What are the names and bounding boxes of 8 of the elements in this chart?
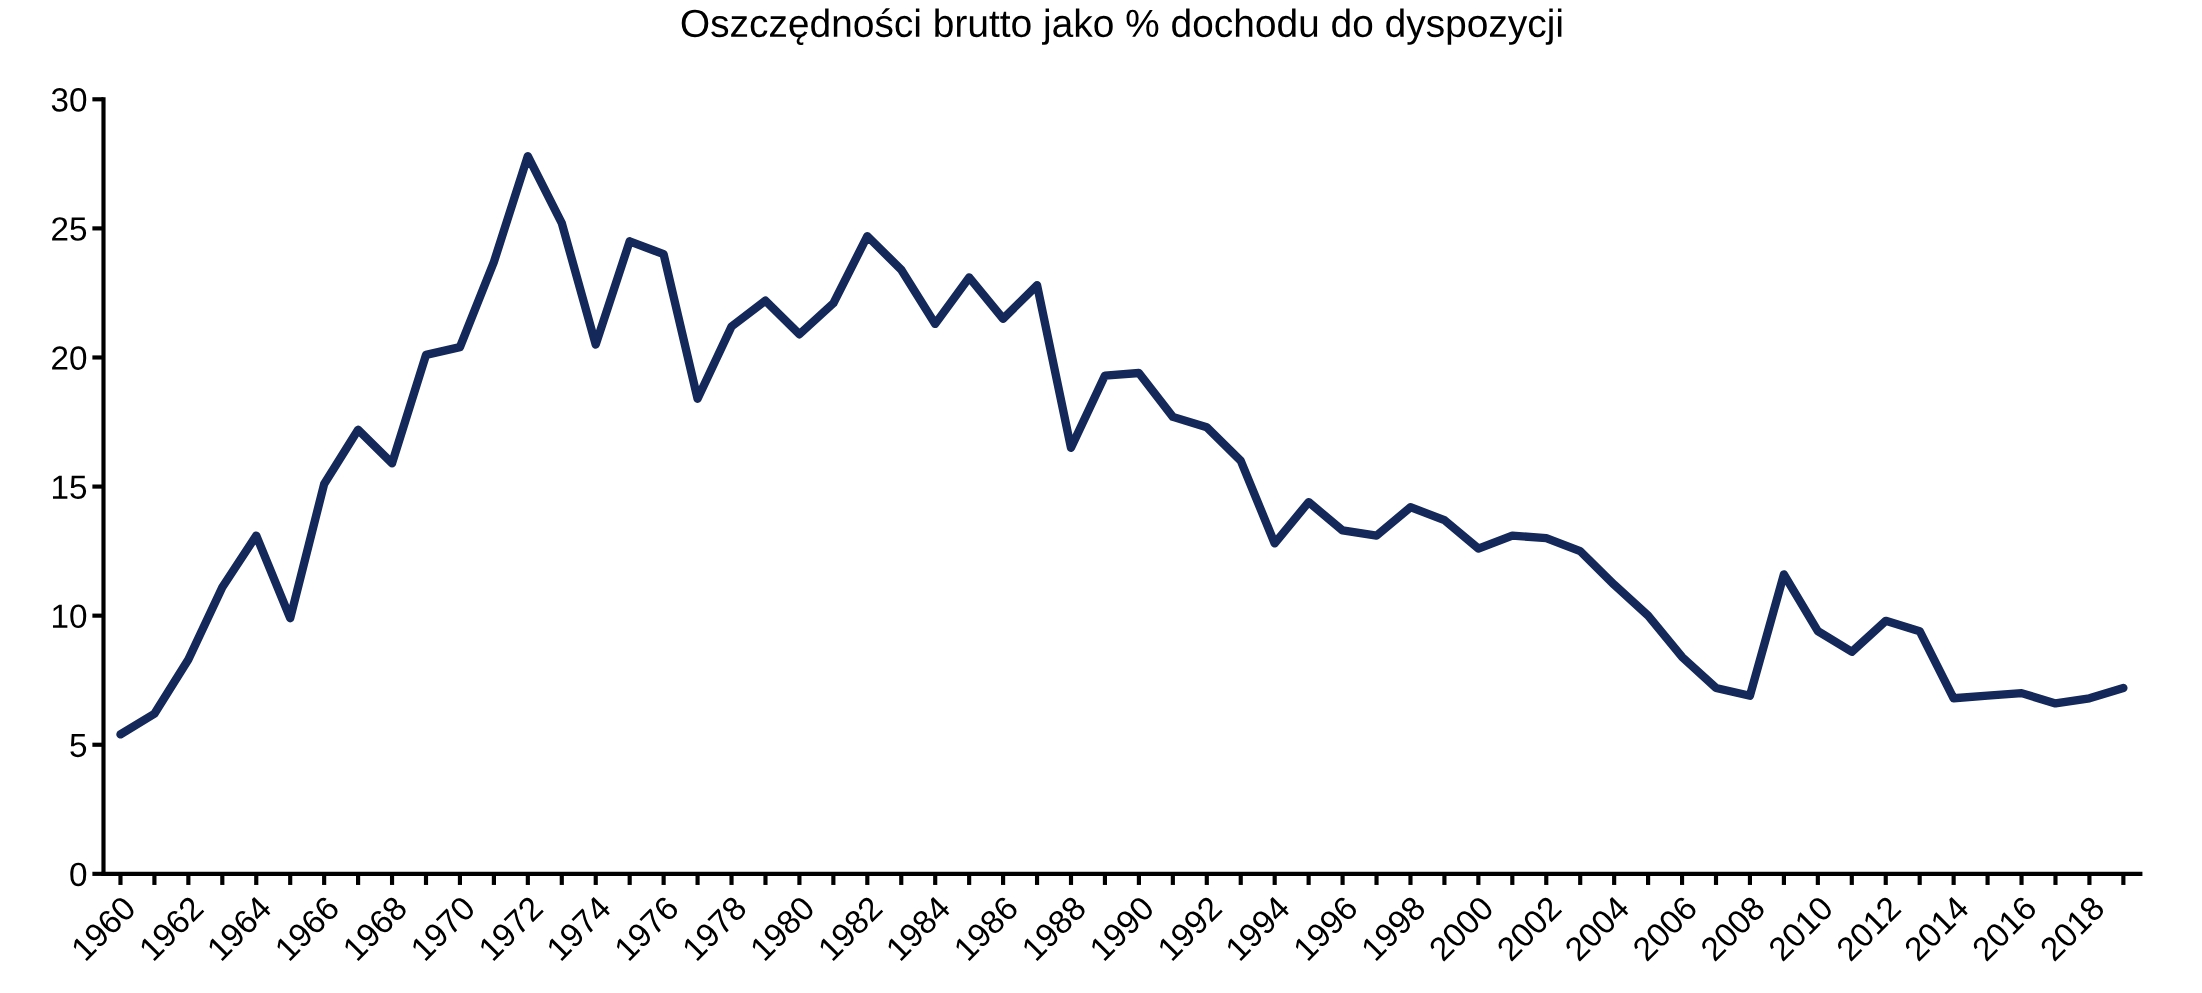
y-tick-label: 25 (52, 217, 87, 241)
y-tick-label: 0 (70, 862, 87, 887)
y-tick-label: 10 (52, 604, 87, 629)
y-tick-label: 15 (52, 475, 87, 499)
y-tick-label: 30 (51, 88, 87, 112)
y-tick-label: 5 (70, 733, 87, 758)
chart-title: Oszczędności brutto jako % dochodu do dyspozycji (681, 8, 1562, 45)
y-tick-label: 20 (52, 346, 87, 370)
